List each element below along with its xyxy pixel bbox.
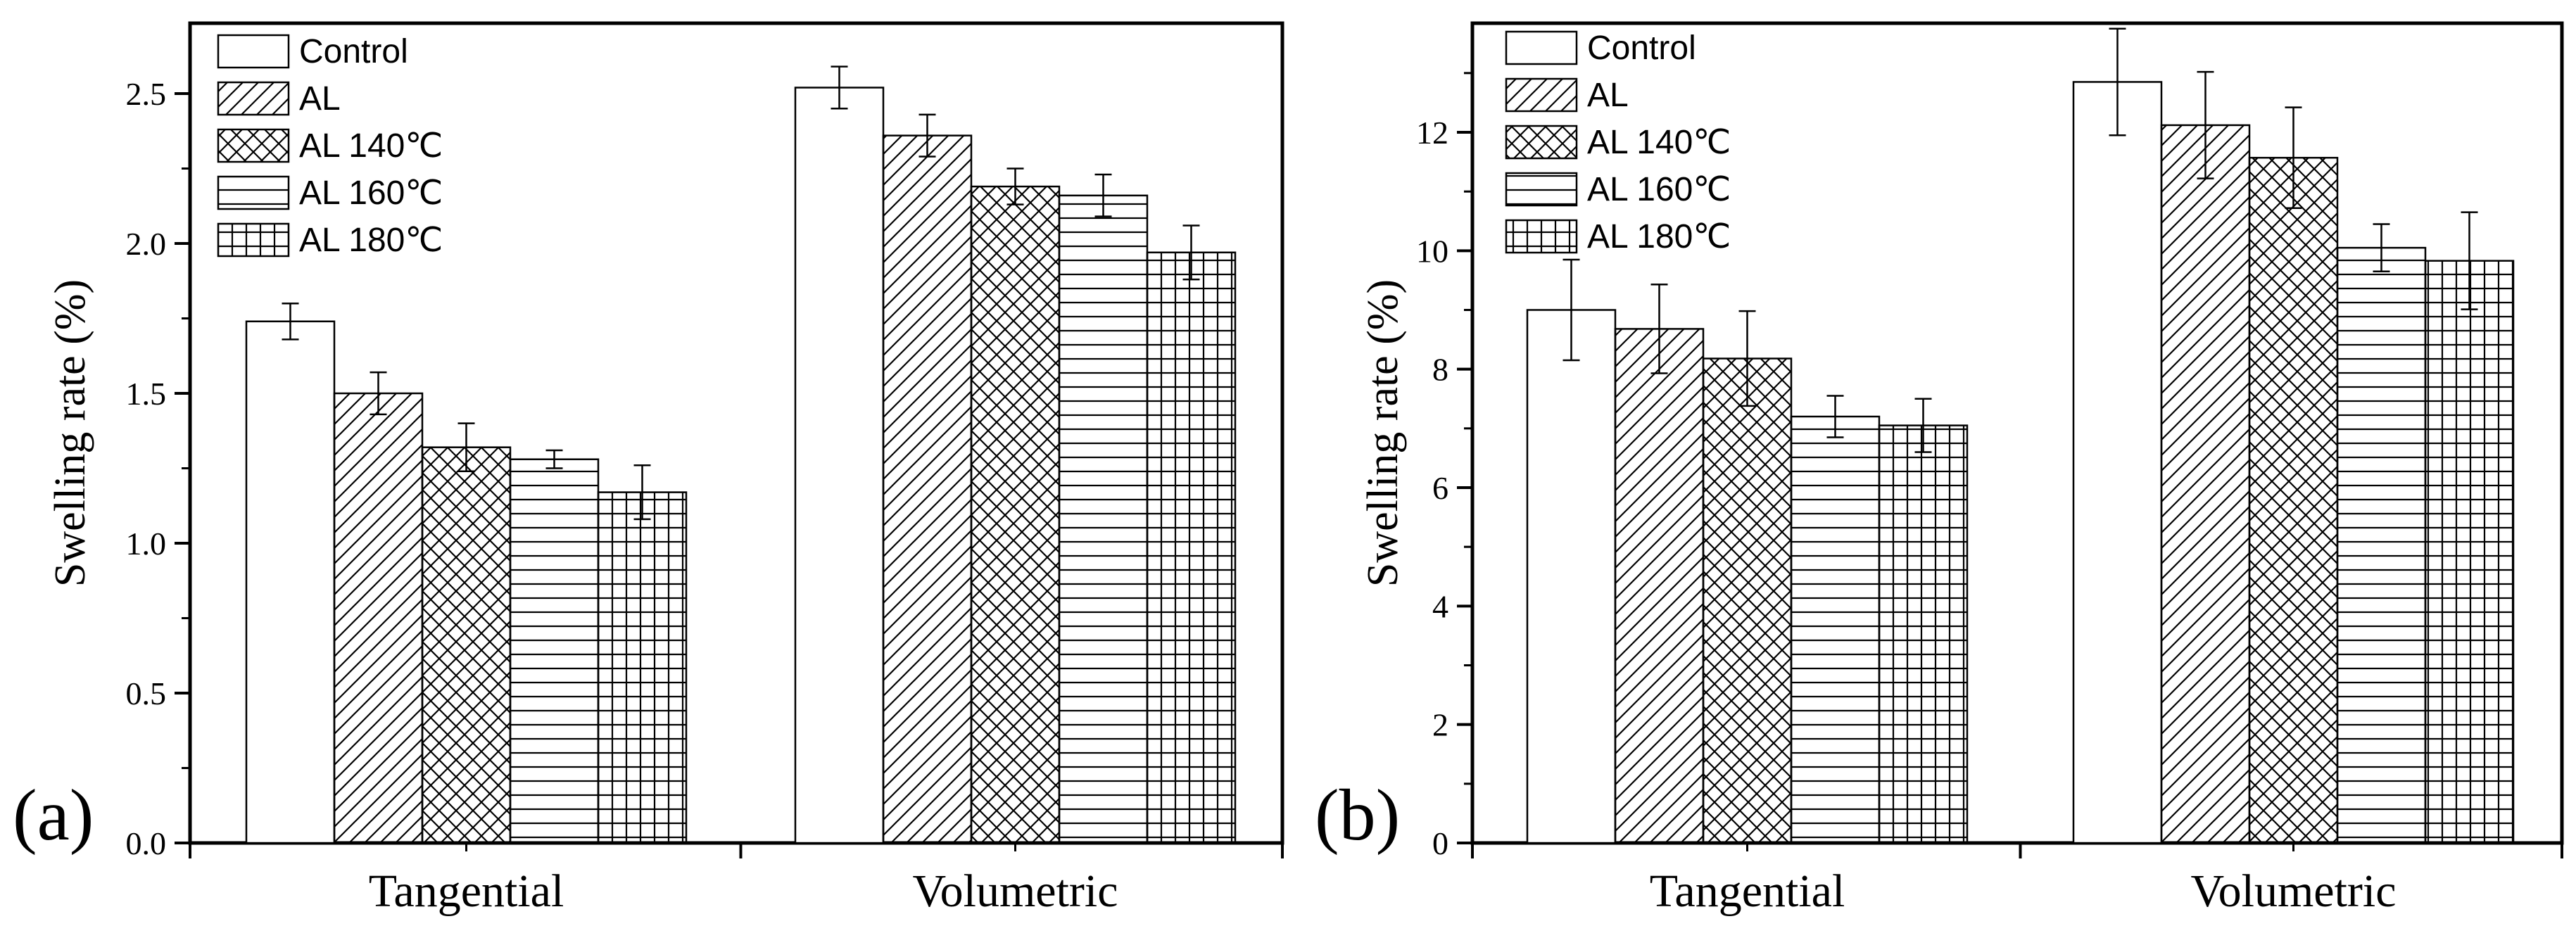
legend-label-control: Control xyxy=(1587,30,1696,67)
y-tick-label: 2.5 xyxy=(126,76,167,112)
error-bar-al-160-volumetric xyxy=(2373,223,2390,273)
legend-label-al-160: AL 160℃ xyxy=(299,175,443,212)
y-tick-label: 0 xyxy=(1432,825,1448,861)
legend-label-al-180: AL 180℃ xyxy=(299,222,443,259)
y-axis-title: Swelling rate (%) xyxy=(1359,279,1407,587)
bar-al-160-volumetric xyxy=(1058,194,1149,844)
bar-control-tangential xyxy=(1526,309,1617,844)
legend-swatch-al-180 xyxy=(1505,219,1578,254)
panel-b: 0 2 4 6 8 10 12 Swelling rate (%) Tangential Volu… xyxy=(1315,21,2564,917)
legend-swatch-al-140 xyxy=(1505,125,1578,160)
error-bar-al-140-volumetric xyxy=(2285,106,2302,209)
error-bar-control-tangential xyxy=(282,302,299,341)
panel-label: (a) xyxy=(13,775,94,856)
bar-al-160-volumetric xyxy=(2336,246,2427,844)
bar-al-140-volumetric xyxy=(2248,156,2339,844)
y-tick-label: 2.0 xyxy=(126,226,167,262)
plot-frame xyxy=(188,21,1284,845)
bar-al-tangential xyxy=(333,392,424,844)
bar-al-volumetric xyxy=(882,134,973,844)
panel-a: 0.0 0.5 1.0 1.5 2.0 2.5 Swelling rate (%) Tange… xyxy=(13,21,1284,917)
y-tick-label: 1.0 xyxy=(126,526,167,562)
legend-label-al-140: AL 140℃ xyxy=(1587,124,1731,161)
plot-frame xyxy=(1470,21,2564,845)
legend: Control AL AL 140℃ AL 160℃ AL 180℃ xyxy=(217,33,443,259)
legend-label-al: AL xyxy=(1587,77,1629,114)
bar-al-140-tangential xyxy=(421,446,512,844)
legend-swatch-al-140 xyxy=(217,128,290,163)
y-tick-label: 0.5 xyxy=(126,676,167,711)
bar-control-volumetric xyxy=(2072,81,2163,844)
error-bar-al-volumetric xyxy=(918,113,936,158)
bar-al-tangential xyxy=(1614,328,1705,844)
y-tick-label: 6 xyxy=(1432,470,1448,506)
legend-label-al-140: AL 140℃ xyxy=(299,127,443,165)
y-tick-label: 1.5 xyxy=(126,376,167,412)
y-tick-label: 12 xyxy=(1416,115,1448,151)
bar-control-tangential xyxy=(245,320,336,844)
bar-al-140-tangential xyxy=(1702,357,1793,844)
bar-control-volumetric xyxy=(794,87,885,844)
error-bar-al-160-tangential xyxy=(545,449,563,469)
error-bar-control-volumetric xyxy=(2109,27,2126,137)
legend-label-control: Control xyxy=(299,33,408,70)
bar-al-140-volumetric xyxy=(970,185,1061,844)
error-bar-al-180-volumetric xyxy=(2461,211,2478,310)
error-bar-al-tangential xyxy=(1650,284,1668,374)
legend-swatch-control xyxy=(217,34,290,69)
error-bar-al-180-tangential xyxy=(633,464,651,521)
error-bar-control-tangential xyxy=(1562,258,1580,362)
y-tick-label: 4 xyxy=(1432,588,1448,624)
bar-al-160-tangential xyxy=(1790,415,1881,844)
error-bar-al-140-tangential xyxy=(1738,310,1756,407)
bar-al-180-tangential xyxy=(597,491,688,844)
legend: Control AL AL 140℃ AL 160℃ AL 180℃ xyxy=(1505,30,1731,255)
category-label-tangential: Tangential xyxy=(369,865,564,917)
error-bar-al-180-volumetric xyxy=(1182,224,1200,281)
bar-al-180-tangential xyxy=(1878,424,1969,844)
category-label-volumetric: Volumetric xyxy=(912,865,1118,917)
panel-label: (b) xyxy=(1315,775,1400,856)
y-tick-label: 2 xyxy=(1432,707,1448,743)
legend-swatch-control xyxy=(1505,30,1578,65)
legend-swatch-al xyxy=(1505,77,1578,113)
y-tick-label: 8 xyxy=(1432,352,1448,388)
category-label-volumetric: Volumetric xyxy=(2190,865,2396,917)
category-label-tangential: Tangential xyxy=(1650,865,1845,917)
error-bar-al-tangential xyxy=(370,371,387,416)
bar-al-160-tangential xyxy=(509,458,600,844)
error-bar-al-volumetric xyxy=(2197,70,2214,179)
y-tick-label: 0.0 xyxy=(126,825,167,861)
bar-al-volumetric xyxy=(2160,124,2251,844)
bar-al-180-volumetric xyxy=(2424,260,2515,844)
error-bar-al-160-tangential xyxy=(1826,395,1844,438)
error-bar-al-160-volumetric xyxy=(1094,173,1112,217)
legend-label-al-180: AL 180℃ xyxy=(1587,218,1731,255)
legend-swatch-al xyxy=(217,81,290,116)
error-bar-al-140-volumetric xyxy=(1006,167,1024,205)
y-tick-label: 10 xyxy=(1416,233,1448,269)
error-bar-control-volumetric xyxy=(831,65,848,110)
bar-al-180-volumetric xyxy=(1146,251,1237,844)
legend-label-al: AL xyxy=(299,80,341,118)
legend-swatch-al-180 xyxy=(217,222,290,258)
legend-swatch-al-160 xyxy=(1505,172,1578,207)
error-bar-al-180-tangential xyxy=(1914,398,1932,453)
error-bar-al-140-tangential xyxy=(457,422,475,473)
legend-swatch-al-160 xyxy=(217,175,290,210)
legend-label-al-160: AL 160℃ xyxy=(1587,171,1731,208)
y-axis-title: Swelling rate (%) xyxy=(46,279,94,587)
